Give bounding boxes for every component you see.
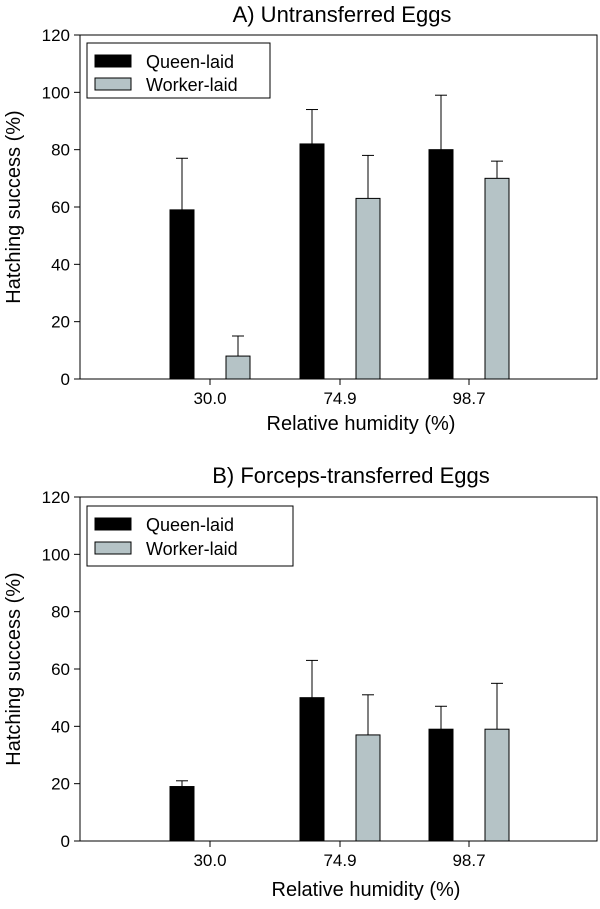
x-tick-label: 30.0 xyxy=(193,851,226,870)
y-tick-label: 20 xyxy=(51,775,70,794)
x-axis: 30.0 74.9 98.7 xyxy=(193,841,486,870)
x-tick-label: 30.0 xyxy=(193,389,226,408)
y-tick-label: 20 xyxy=(51,313,70,332)
legend-label-worker-laid: Worker-laid xyxy=(146,75,238,95)
y-tick-label: 80 xyxy=(51,141,70,160)
x-tick-label: 74.9 xyxy=(323,389,356,408)
bar-queen-laid-74-9 xyxy=(299,697,325,842)
y-tick-label: 60 xyxy=(51,660,70,679)
y-tick-label: 100 xyxy=(42,545,70,564)
y-axis: 0 20 40 60 80 100 120 xyxy=(42,26,80,389)
y-tick-label: 60 xyxy=(51,198,70,217)
bar-worker-laid-98-7 xyxy=(484,728,510,842)
x-tick-label: 74.9 xyxy=(323,851,356,870)
bar-worker-laid-74-9 xyxy=(355,197,381,380)
legend-swatch-queen-laid xyxy=(94,517,132,531)
legend: Queen-laid Worker-laid xyxy=(86,505,294,567)
legend-swatch-worker-laid xyxy=(94,541,132,555)
x-axis-label: Relative humidity (%) xyxy=(267,413,456,435)
y-tick-label: 100 xyxy=(42,83,70,102)
bar-queen-laid-30-0 xyxy=(169,786,195,842)
y-tick-label: 80 xyxy=(51,603,70,622)
chart-title: A) Untransferred Eggs xyxy=(233,2,452,27)
x-axis: 30.0 74.9 98.7 xyxy=(193,379,486,408)
legend-box xyxy=(86,505,294,567)
y-tick-label: 40 xyxy=(51,255,70,274)
legend-swatch-queen-laid xyxy=(94,54,132,68)
bar-queen-laid-30-0 xyxy=(169,209,195,380)
legend-label-worker-laid: Worker-laid xyxy=(146,539,238,559)
x-tick-label: 98.7 xyxy=(452,851,485,870)
bars xyxy=(169,94,510,380)
bar-queen-laid-74-9 xyxy=(299,143,325,380)
chart-panel-b: B) Forceps-transferred Eggs 0 20 40 60 80 100… xyxy=(3,463,598,901)
legend-label-queen-laid: Queen-laid xyxy=(146,515,234,535)
y-tick-label: 40 xyxy=(51,717,70,736)
y-axis-label: Hatching success (%) xyxy=(3,110,25,303)
chart-title: B) Forceps-transferred Eggs xyxy=(212,463,490,488)
bar-queen-laid-98-7 xyxy=(428,728,454,842)
bar-queen-laid-98-7 xyxy=(428,149,454,380)
bar-worker-laid-98-7 xyxy=(484,177,510,380)
legend-swatch-worker-laid xyxy=(94,77,132,91)
bar-worker-laid-74-9 xyxy=(355,734,381,842)
x-tick-label: 98.7 xyxy=(452,389,485,408)
y-tick-label: 120 xyxy=(42,26,70,45)
bars xyxy=(169,659,510,842)
bar-worker-laid-30-0 xyxy=(225,355,251,380)
chart-panel-a: A) Untransferred Eggs 0 20 40 60 80 100 120 30… xyxy=(3,2,598,435)
y-axis: 0 20 40 60 80 100 120 xyxy=(42,488,80,851)
y-tick-label: 0 xyxy=(61,370,70,389)
legend: Queen-laid Worker-laid xyxy=(86,42,271,99)
legend-label-queen-laid: Queen-laid xyxy=(146,52,234,72)
y-tick-label: 0 xyxy=(61,832,70,851)
x-axis-label: Relative humidity (%) xyxy=(272,879,461,901)
y-tick-label: 120 xyxy=(42,488,70,507)
y-axis-label: Hatching success (%) xyxy=(3,572,25,765)
